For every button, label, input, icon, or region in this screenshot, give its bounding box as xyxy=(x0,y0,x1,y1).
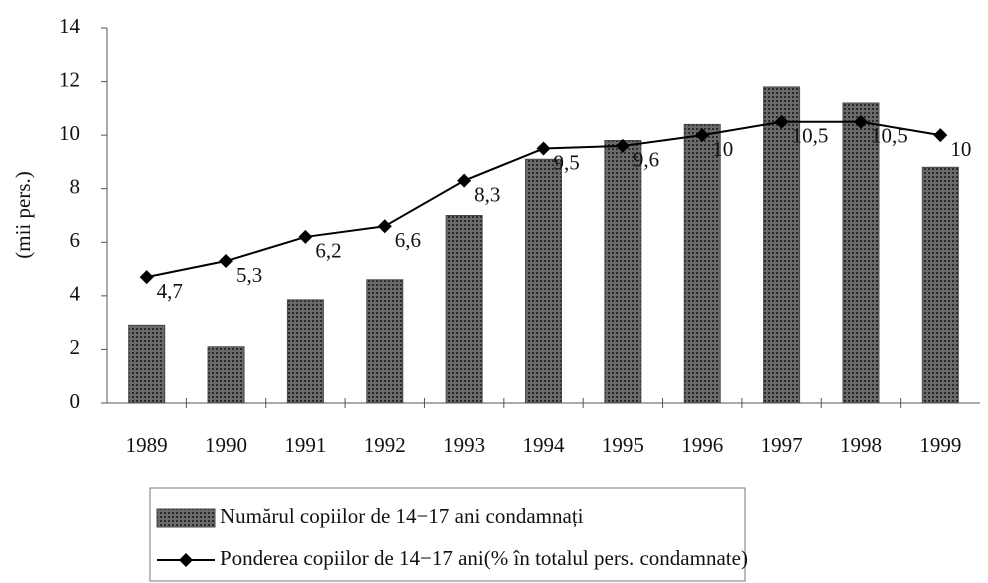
bar xyxy=(128,324,166,404)
marker xyxy=(298,229,313,244)
bar xyxy=(604,140,642,404)
x-tick-label: 1992 xyxy=(364,433,406,457)
data-label: 8,3 xyxy=(474,182,500,206)
bar xyxy=(207,346,245,404)
legend-swatch xyxy=(156,508,216,528)
x-tick-label: 1993 xyxy=(443,433,485,457)
x-tick-label: 1994 xyxy=(523,433,566,457)
data-label: 6,2 xyxy=(315,239,341,263)
marker xyxy=(853,114,868,129)
data-label: 9,5 xyxy=(554,150,580,174)
y-tick-label: 8 xyxy=(70,175,81,199)
legend-label: Ponderea copiilor de 14−17 ani(% în tota… xyxy=(220,546,748,570)
x-tick-label: 1991 xyxy=(284,433,326,457)
x-tick-label: 1999 xyxy=(919,433,961,457)
y-tick-label: 2 xyxy=(70,335,81,359)
y-tick-label: 4 xyxy=(70,282,81,306)
bar xyxy=(286,299,324,404)
marker xyxy=(139,270,154,285)
bar xyxy=(445,215,483,404)
bar xyxy=(842,102,880,404)
y-tick-label: 6 xyxy=(70,228,81,252)
data-label: 10 xyxy=(950,137,971,161)
y-tick-label: 10 xyxy=(59,121,80,145)
bar xyxy=(683,123,721,404)
data-label: 10,5 xyxy=(792,124,829,148)
bar xyxy=(366,279,404,404)
legend-label: Numărul copiilor de 14−17 ani condamnați xyxy=(220,504,584,528)
x-tick-label: 1990 xyxy=(205,433,247,457)
legend-box xyxy=(149,487,746,582)
data-label: 10,5 xyxy=(871,124,908,148)
x-tick-label: 1996 xyxy=(681,433,723,457)
y-axis-label: (mii pers.) xyxy=(11,171,35,258)
bar xyxy=(921,166,959,404)
x-tick-label: 1997 xyxy=(761,433,803,457)
marker xyxy=(219,254,234,269)
marker xyxy=(695,128,710,143)
x-tick-label: 1989 xyxy=(126,433,168,457)
bar xyxy=(763,86,801,404)
bar xyxy=(525,158,562,404)
data-label: 6,6 xyxy=(395,228,421,252)
y-tick-label: 14 xyxy=(59,14,81,38)
data-label: 5,3 xyxy=(236,263,262,287)
marker xyxy=(774,114,789,129)
marker xyxy=(933,128,948,143)
data-label: 4,7 xyxy=(157,279,183,303)
y-tick-label: 12 xyxy=(59,67,80,91)
marker xyxy=(457,173,472,188)
marker xyxy=(615,138,630,153)
data-label: 10 xyxy=(712,137,733,161)
x-tick-label: 1995 xyxy=(602,433,644,457)
x-tick-label: 1998 xyxy=(840,433,882,457)
data-label: 9,6 xyxy=(633,148,659,172)
legend-marker xyxy=(179,553,193,567)
y-tick-label: 0 xyxy=(70,389,81,413)
marker xyxy=(536,141,551,156)
marker xyxy=(377,219,392,234)
